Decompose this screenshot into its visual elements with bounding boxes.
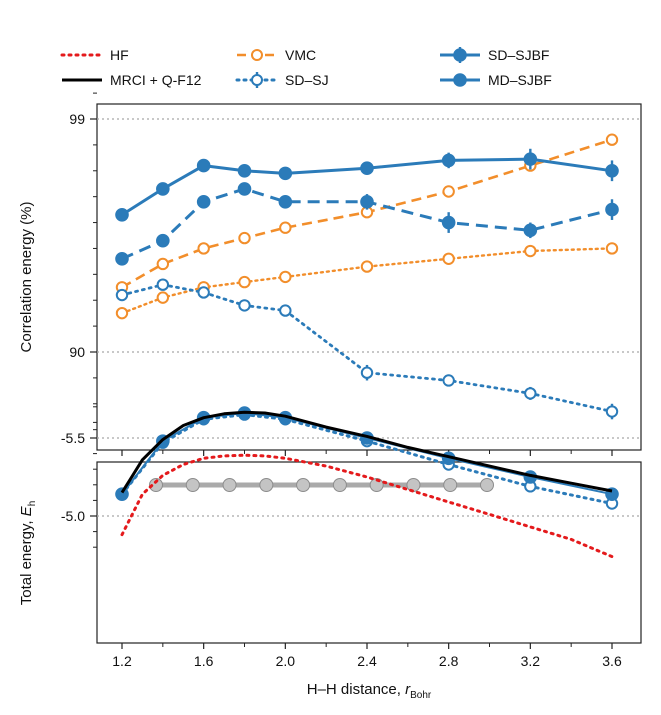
legend-label-hf: HF: [110, 47, 129, 63]
sd-sjbf-point: [115, 487, 129, 501]
vmc-point: [238, 231, 251, 245]
vmc-point: [156, 257, 170, 271]
top-ticks: 90 99: [69, 92, 613, 456]
x-tick-label: 2.8: [439, 653, 459, 669]
sd-sjbf-point: [523, 152, 538, 166]
top-axes-frame: [96, 103, 642, 451]
x-tick-label: 1.6: [194, 653, 214, 669]
legend-marker-sdsj: [251, 74, 263, 86]
hf-line: [120, 453, 614, 559]
vmc-point: [197, 242, 210, 255]
hf-point: [238, 275, 251, 289]
md-sjbf-point: [360, 195, 374, 209]
legend-label-mdsjbf: MD–SJBF: [488, 72, 552, 88]
x-tick-label: 3.6: [602, 653, 622, 669]
sd-sjbf-point: [605, 163, 619, 178]
chain-atom: [222, 478, 237, 492]
x-tick-label: 2.4: [357, 653, 377, 669]
hf-point: [279, 270, 292, 284]
md-sjbf-line: [121, 187, 613, 261]
sd-sj-point: [238, 299, 251, 312]
top-y-axis-label: Correlation energy (%): [18, 202, 35, 353]
sd-sj-point: [279, 304, 292, 317]
sd-sjbf-point: [156, 182, 170, 196]
md-sjbf-point: [605, 202, 619, 217]
legend: HF MRCI + Q-F12 VMC SD–SJ SD–SJBF MD–SJBF: [60, 47, 552, 88]
sd-sjbf-point: [237, 163, 252, 178]
hydrogen-chain-illustration: [149, 478, 494, 492]
bottom-ticks: -5.0 -5.5 1.2 1.6 2.0 2.4 2.8 3.2 3.6: [61, 406, 622, 669]
top-y-tick-label: 99: [69, 111, 85, 127]
legend-label-sdsjbf: SD–SJBF: [488, 47, 549, 63]
vmc-point: [442, 185, 455, 198]
chain-atom: [443, 478, 458, 492]
chain-atom: [296, 478, 311, 492]
x-tick-label: 1.2: [112, 653, 132, 669]
x-tick-label: 3.2: [521, 653, 541, 669]
hf-point: [360, 260, 374, 273]
hf-point: [115, 306, 129, 320]
hf-point: [156, 291, 170, 304]
bottom-y-tick-label: -5.0: [61, 508, 85, 524]
x-tick-label: 2.0: [276, 653, 296, 669]
bottom-y-axis-label: Total energy, Eh: [18, 501, 38, 606]
legend-label-sdsj: SD–SJ: [285, 72, 329, 88]
vmc-point: [605, 133, 619, 146]
top-gridlines: [97, 118, 641, 353]
chain-atom: [149, 478, 163, 492]
md-sjbf-point: [156, 233, 170, 248]
x-axis-label: H–H distance, rBohr: [307, 681, 432, 701]
legend-label-vmc: VMC: [285, 47, 316, 63]
md-sjbf-point: [196, 195, 211, 209]
sd-sj-point: [115, 288, 129, 302]
md-sjbf-point: [237, 182, 252, 196]
sd-sj-point: [360, 366, 374, 379]
top-y-tick-label: 90: [69, 344, 85, 360]
sd-sj-point: [442, 374, 455, 387]
bottom-series: [115, 406, 619, 559]
hf-point: [524, 244, 537, 258]
chain-atom: [406, 478, 421, 492]
hf-point: [605, 242, 619, 255]
chain-atom: [185, 478, 200, 492]
bottom-axes-frame: [96, 461, 642, 644]
legend-marker-vmc: [251, 49, 263, 61]
sd-sjbf-point: [115, 207, 129, 222]
correlation-energy-panel: 90 99 Correlation energy (%): [18, 92, 642, 456]
chain-atom: [332, 478, 347, 492]
md-sjbf-point: [441, 215, 456, 230]
sd-sjbf-point: [278, 166, 293, 181]
mrci-line: [120, 410, 613, 494]
sd-sjbf-point: [441, 153, 456, 168]
hf-point: [442, 252, 455, 265]
bottom-y-tick-label: -5.5: [61, 430, 85, 446]
legend-label-mrci: MRCI + Q-F12: [110, 72, 202, 88]
legend-marker-sdsjbf: [453, 48, 467, 62]
chain-atom: [480, 478, 494, 492]
md-sjbf-point: [278, 195, 293, 209]
sd-sj-point: [605, 405, 619, 418]
total-energy-panel: -5.0 -5.5 1.2 1.6 2.0 2.4 2.8 3.2 3.6 Total ener…: [18, 406, 642, 701]
sd-sj-point: [156, 278, 170, 291]
sd-sjbf-point: [360, 161, 374, 175]
md-sjbf-point: [115, 251, 129, 266]
md-sjbf-point: [523, 223, 538, 238]
sd-sjbf-point: [196, 158, 211, 173]
legend-marker-mdsjbf: [453, 73, 467, 87]
vmc-point: [279, 221, 292, 234]
sd-sj-line: [120, 283, 614, 413]
hf-line: [120, 247, 614, 315]
sd-sj-point: [197, 286, 210, 299]
chain-atom: [259, 478, 274, 492]
top-series: [115, 133, 619, 420]
sd-sj-point: [524, 387, 537, 400]
